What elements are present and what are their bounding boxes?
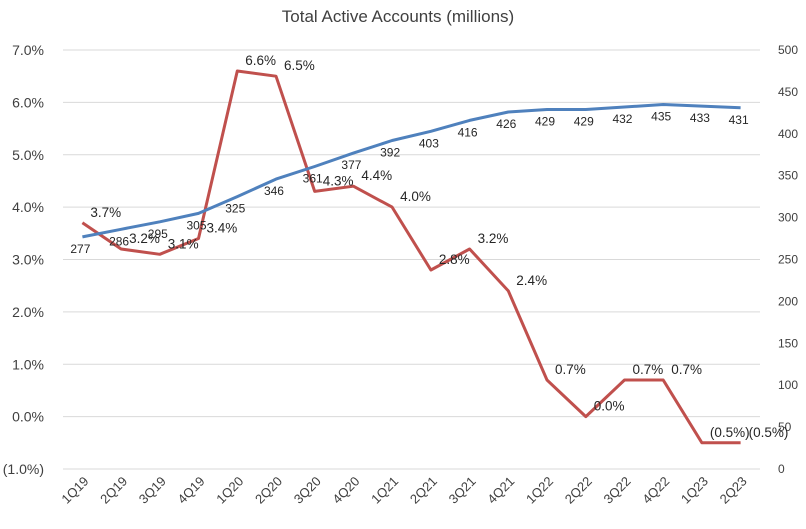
data-label: 3.7% bbox=[90, 205, 121, 220]
x-tick-label: 3Q19 bbox=[136, 474, 169, 507]
right-tick-label: 250 bbox=[778, 253, 798, 267]
data-labels: 3.7% 3.2% 3.1% 3.4% 6.6% 6.5% 4.3% 4.4% 4.0% 2.8%… bbox=[70, 53, 788, 440]
left-tick-label: 1.0% bbox=[12, 356, 44, 372]
x-tick-label: 3Q22 bbox=[600, 474, 633, 507]
data-label: 361 bbox=[303, 171, 323, 185]
data-label: 4.4% bbox=[361, 168, 392, 183]
right-tick-label: 350 bbox=[778, 169, 798, 183]
left-tick-label: 4.0% bbox=[12, 199, 44, 215]
right-axis-ticks: 0 50 100 150 200 250 300 350 400 450 500 bbox=[778, 43, 798, 476]
data-label: 2.8% bbox=[439, 252, 470, 267]
x-tick-label: 1Q19 bbox=[58, 474, 91, 507]
x-tick-label: 3Q21 bbox=[446, 474, 479, 507]
right-tick-label: 300 bbox=[778, 211, 798, 225]
data-label: 295 bbox=[148, 227, 168, 241]
data-label: (0.5%) bbox=[710, 425, 750, 440]
x-tick-label: 1Q21 bbox=[368, 474, 401, 507]
x-tick-label: 4Q20 bbox=[329, 474, 362, 507]
x-tick-label: 2Q20 bbox=[252, 474, 285, 507]
data-label: 0.7% bbox=[632, 362, 663, 377]
left-tick-label: 2.0% bbox=[12, 304, 44, 320]
data-label: 325 bbox=[225, 202, 245, 216]
x-tick-label: 1Q23 bbox=[678, 474, 711, 507]
data-label: 3.2% bbox=[129, 231, 160, 246]
data-label: 416 bbox=[458, 125, 478, 139]
data-label: 392 bbox=[380, 146, 400, 160]
data-label: 432 bbox=[612, 112, 632, 126]
data-label: 4.0% bbox=[400, 189, 431, 204]
data-label: 3.1% bbox=[168, 236, 199, 251]
x-tick-label: 4Q21 bbox=[484, 474, 517, 507]
x-tick-label: 2Q22 bbox=[562, 474, 595, 507]
data-label: 435 bbox=[651, 109, 671, 123]
right-tick-label: 50 bbox=[778, 420, 792, 434]
data-label: 0.0% bbox=[594, 399, 625, 414]
x-tick-label: 2Q23 bbox=[717, 474, 750, 507]
x-tick-label: 1Q20 bbox=[213, 474, 246, 507]
left-tick-label: 6.0% bbox=[12, 94, 44, 110]
data-label: 433 bbox=[690, 111, 710, 125]
data-label: 6.5% bbox=[284, 58, 315, 73]
series-line-blue bbox=[82, 103, 741, 239]
data-label: 3.2% bbox=[478, 231, 509, 246]
data-label: 286 bbox=[109, 234, 129, 248]
x-tick-label: 1Q22 bbox=[523, 474, 556, 507]
left-tick-label: 0.0% bbox=[12, 409, 44, 425]
data-label: 346 bbox=[264, 184, 284, 198]
right-tick-label: 0 bbox=[778, 462, 785, 476]
data-label: (0.5%) bbox=[749, 425, 789, 440]
data-label: 426 bbox=[496, 117, 516, 131]
data-label: 0.7% bbox=[671, 362, 702, 377]
x-tick-label: 3Q20 bbox=[291, 474, 324, 507]
series-lines bbox=[81, 69, 741, 445]
left-axis-ticks: (1.0%) 0.0% 1.0% 2.0% 3.0% 4.0% 5.0% 6.0% 7.0% bbox=[3, 42, 44, 477]
data-label: 429 bbox=[574, 114, 594, 128]
right-tick-label: 150 bbox=[778, 336, 798, 350]
data-label: 403 bbox=[419, 136, 439, 150]
data-label: 0.7% bbox=[555, 362, 586, 377]
series-line-red bbox=[81, 69, 741, 445]
data-label: 4.3% bbox=[323, 173, 354, 188]
right-tick-label: 450 bbox=[778, 85, 798, 99]
left-tick-label: (1.0%) bbox=[3, 461, 44, 477]
x-tick-label: 4Q22 bbox=[639, 474, 672, 507]
left-tick-label: 5.0% bbox=[12, 147, 44, 163]
data-label: 277 bbox=[70, 242, 90, 256]
right-tick-label: 200 bbox=[778, 294, 798, 308]
x-tick-label: 2Q19 bbox=[97, 474, 130, 507]
left-tick-label: 7.0% bbox=[12, 42, 44, 58]
x-tick-label: 4Q19 bbox=[175, 474, 208, 507]
data-label: 431 bbox=[729, 113, 749, 127]
x-axis-ticks: 1Q19 2Q19 3Q19 4Q19 1Q20 2Q20 3Q20 4Q20 1Q21 2Q21… bbox=[58, 474, 749, 507]
data-label: 6.6% bbox=[245, 53, 276, 68]
chart-title: Total Active Accounts (millions) bbox=[282, 7, 514, 26]
data-label: 3.4% bbox=[207, 221, 238, 236]
data-label: 2.4% bbox=[516, 273, 547, 288]
gridlines bbox=[63, 49, 760, 470]
right-tick-label: 400 bbox=[778, 127, 798, 141]
data-label: 429 bbox=[535, 114, 555, 128]
right-tick-label: 500 bbox=[778, 43, 798, 57]
x-tick-label: 2Q21 bbox=[407, 474, 440, 507]
left-tick-label: 3.0% bbox=[12, 252, 44, 268]
right-tick-label: 100 bbox=[778, 378, 798, 392]
data-label: 377 bbox=[341, 158, 361, 172]
data-label: 305 bbox=[187, 218, 207, 232]
